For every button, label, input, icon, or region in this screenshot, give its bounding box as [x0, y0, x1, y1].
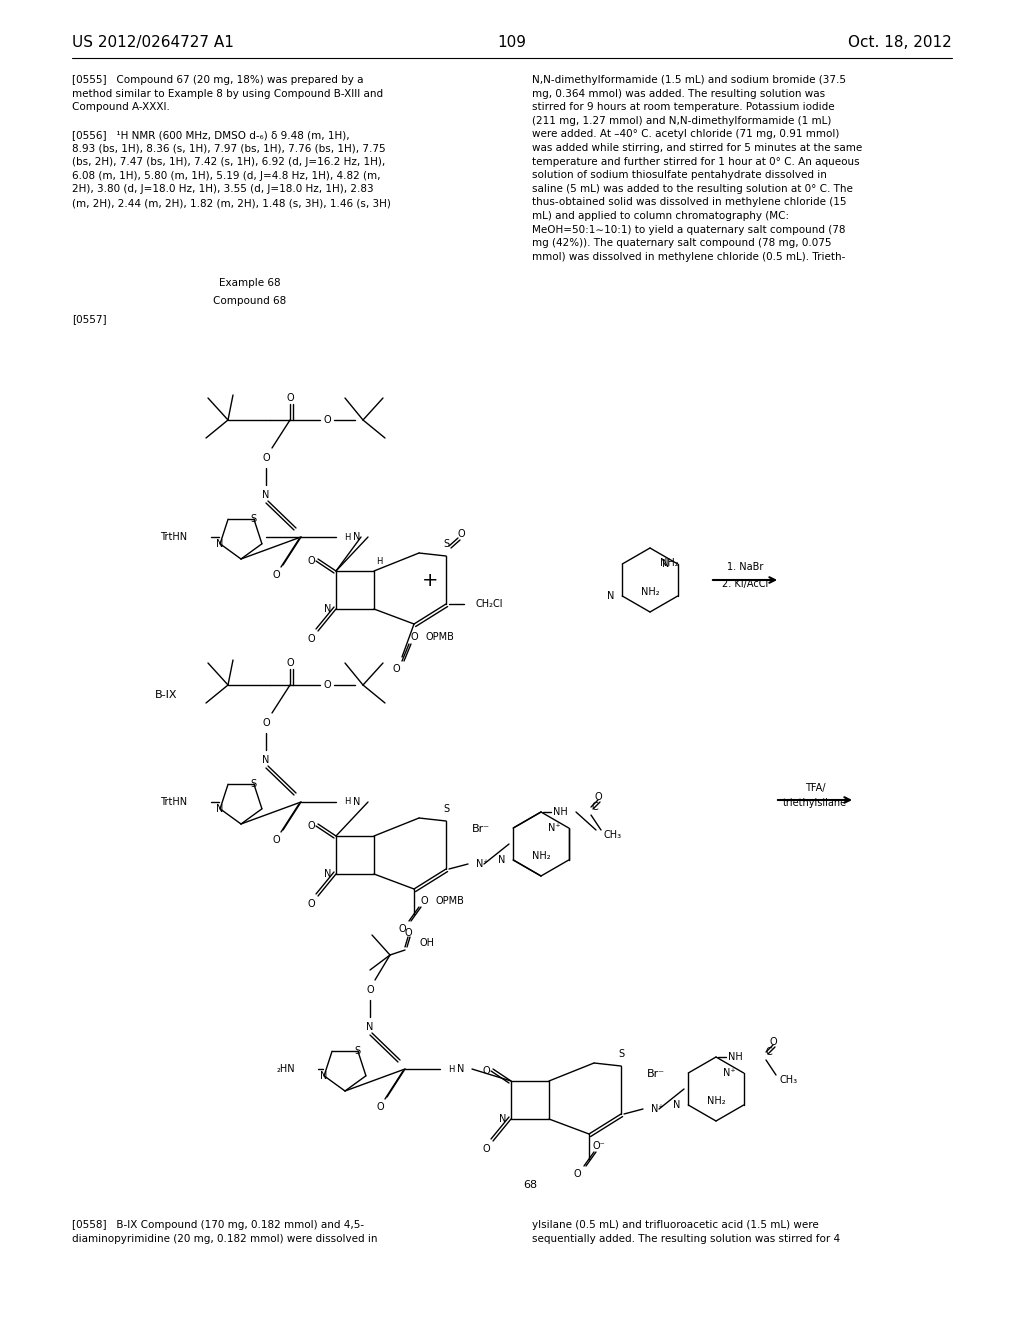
Text: OH: OH [420, 939, 435, 948]
Text: S: S [251, 779, 257, 789]
Text: O⁻: O⁻ [593, 1140, 605, 1151]
Text: O: O [307, 556, 314, 566]
Text: NH₂: NH₂ [641, 587, 659, 597]
Text: C: C [766, 1047, 773, 1057]
Text: Compound 68: Compound 68 [213, 296, 287, 306]
Text: [0557]: [0557] [72, 314, 106, 323]
Text: Oct. 18, 2012: Oct. 18, 2012 [848, 36, 952, 50]
Text: O: O [594, 792, 602, 803]
Text: TrtHN: TrtHN [160, 797, 187, 807]
Text: B-IX: B-IX [155, 690, 177, 700]
Text: N: N [353, 797, 360, 807]
Text: 1. NaBr: 1. NaBr [727, 562, 763, 572]
Text: 68: 68 [523, 1180, 537, 1191]
Text: S: S [355, 1047, 361, 1056]
Text: 2. KI/AcCl: 2. KI/AcCl [722, 579, 768, 589]
Text: O: O [420, 896, 428, 906]
Text: O: O [272, 836, 280, 845]
Text: O: O [286, 657, 294, 668]
Text: N: N [500, 1114, 507, 1125]
Text: O: O [376, 1102, 384, 1111]
Text: TFA/: TFA/ [805, 783, 825, 793]
Text: O: O [324, 680, 331, 690]
Text: Br⁻: Br⁻ [472, 824, 490, 834]
Text: N: N [607, 591, 614, 601]
Text: H: H [344, 797, 350, 807]
Text: O: O [307, 899, 314, 909]
Text: O: O [769, 1038, 777, 1047]
Text: N⁺: N⁺ [723, 1068, 735, 1078]
Text: N: N [262, 755, 269, 766]
Text: NH₂: NH₂ [531, 851, 550, 861]
Text: O: O [286, 393, 294, 403]
Text: N⁺: N⁺ [476, 859, 488, 869]
Text: Br⁻: Br⁻ [647, 1069, 665, 1078]
Text: NH: NH [728, 1052, 742, 1063]
Text: N: N [325, 605, 332, 614]
Text: H: H [449, 1064, 455, 1073]
Text: S: S [617, 1049, 624, 1059]
Text: N: N [663, 558, 670, 569]
Text: [0558]   B-IX Compound (170 mg, 0.182 mmol) and 4,5-
diaminopyrimidine (20 mg, 0: [0558] B-IX Compound (170 mg, 0.182 mmol… [72, 1220, 378, 1243]
Text: NH₂: NH₂ [707, 1096, 725, 1106]
Text: O: O [457, 529, 465, 539]
Text: S: S [251, 515, 257, 524]
Text: US 2012/0264727 A1: US 2012/0264727 A1 [72, 36, 233, 50]
Text: CH₃: CH₃ [604, 830, 623, 840]
Text: N: N [216, 804, 224, 814]
Text: O: O [307, 821, 314, 832]
Text: NH₂: NH₂ [660, 558, 679, 568]
Text: O: O [307, 634, 314, 644]
Text: O: O [482, 1067, 489, 1076]
Text: TrtHN: TrtHN [160, 532, 187, 543]
Text: OPMB: OPMB [436, 896, 465, 906]
Text: Example 68: Example 68 [219, 279, 281, 288]
Text: N: N [321, 1071, 328, 1081]
Text: OPMB: OPMB [426, 632, 455, 642]
Text: NH: NH [553, 807, 567, 817]
Text: O: O [272, 570, 280, 579]
Text: [0555]   Compound 67 (20 mg, 18%) was prepared by a
method similar to Example 8 : [0555] Compound 67 (20 mg, 18%) was prep… [72, 75, 383, 112]
Text: N⁺: N⁺ [651, 1104, 664, 1114]
Text: O: O [367, 985, 374, 995]
Text: N⁺: N⁺ [548, 822, 561, 833]
Text: O: O [262, 718, 269, 729]
Text: N: N [325, 869, 332, 879]
Text: ylsilane (0.5 mL) and trifluoroacetic acid (1.5 mL) were
sequentially added. The: ylsilane (0.5 mL) and trifluoroacetic ac… [532, 1220, 840, 1243]
Text: S: S [443, 539, 450, 549]
Text: O: O [404, 928, 412, 939]
Text: O: O [324, 414, 331, 425]
Text: CH₂Cl: CH₂Cl [476, 599, 504, 609]
Text: N: N [673, 1100, 680, 1110]
Text: O: O [482, 1144, 489, 1154]
Text: H: H [376, 557, 382, 565]
Text: O: O [411, 632, 418, 642]
Text: S: S [443, 804, 450, 814]
Text: +: + [422, 570, 438, 590]
Text: N: N [498, 855, 505, 865]
Text: 109: 109 [498, 36, 526, 50]
Text: triethylsilane: triethylsilane [783, 799, 847, 808]
Text: C: C [591, 803, 598, 812]
Text: N: N [367, 1022, 374, 1032]
Text: N,N-dimethylformamide (1.5 mL) and sodium bromide (37.5
mg, 0.364 mmol) was adde: N,N-dimethylformamide (1.5 mL) and sodiu… [532, 75, 862, 261]
Text: H: H [344, 532, 350, 541]
Text: O: O [262, 453, 269, 463]
Text: O: O [573, 1170, 581, 1179]
Text: ₂HN: ₂HN [276, 1064, 295, 1074]
Text: N: N [216, 539, 224, 549]
Text: N: N [353, 532, 360, 543]
Text: N: N [457, 1064, 464, 1074]
Text: O: O [398, 924, 406, 935]
Text: CH₃: CH₃ [779, 1074, 797, 1085]
Text: O: O [392, 664, 399, 675]
Text: N: N [262, 490, 269, 500]
Text: [0556]   ¹H NMR (600 MHz, DMSO d-₆) δ 9.48 (m, 1H),
8.93 (bs, 1H), 8.36 (s, 1H),: [0556] ¹H NMR (600 MHz, DMSO d-₆) δ 9.48… [72, 129, 391, 209]
